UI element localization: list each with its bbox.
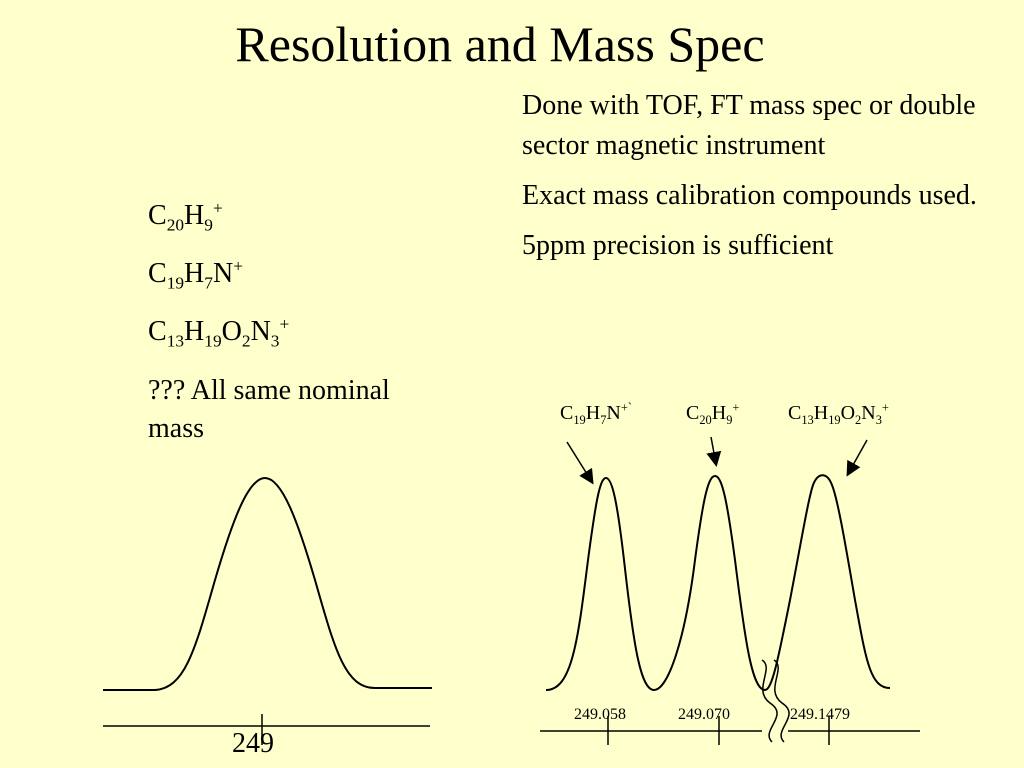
- formula-item: C19H7N+: [148, 256, 448, 292]
- arrow-peak-1: [566, 441, 594, 485]
- subscript: 20: [166, 215, 185, 235]
- formula-text: H: [585, 402, 601, 424]
- method-notes: Done with TOF, FT mass spec or double se…: [522, 86, 1002, 276]
- superscript: +: [212, 198, 223, 218]
- formula-text: O: [221, 316, 242, 347]
- peak-label: C19H7N+`: [560, 400, 632, 427]
- subscript: 9: [204, 215, 213, 235]
- formula-text: C: [148, 258, 167, 289]
- low-res-peak: [103, 476, 432, 691]
- mass-label: 249.058: [574, 706, 626, 723]
- superscript: +: [732, 400, 740, 415]
- formula-text: N: [861, 402, 876, 424]
- formula-text: N: [250, 316, 271, 347]
- subscript: 2: [241, 331, 251, 351]
- formula-text: C: [148, 200, 167, 231]
- subscript: 9: [726, 413, 733, 427]
- subscript: 7: [600, 413, 607, 427]
- arrow-peak-2: [706, 436, 722, 467]
- subscript: 3: [875, 413, 882, 427]
- subscript: 3: [270, 331, 280, 351]
- method-note-precision: 5ppm precision is sufficient: [522, 230, 834, 261]
- subscript: 19: [204, 331, 222, 351]
- subscript: 19: [573, 413, 586, 427]
- superscript: +: [279, 314, 290, 334]
- axis-break-mark: [761, 659, 790, 743]
- formula-text: C: [148, 316, 167, 347]
- subscript: 7: [204, 273, 213, 293]
- formula-text: N: [212, 258, 234, 289]
- formula-text: H: [711, 402, 727, 424]
- subscript: 20: [699, 413, 712, 427]
- page-title: Resolution and Mass Spec: [235, 16, 765, 72]
- superscript: +`: [620, 400, 632, 415]
- formula-text: O: [840, 402, 856, 424]
- subscript: 2: [855, 413, 862, 427]
- nominal-mass-note: ??? All same nominal mass: [148, 375, 390, 444]
- superscript: +: [881, 400, 889, 415]
- mass-label: 249.1479: [790, 706, 850, 723]
- mass-label: 249.070: [678, 706, 730, 723]
- formula-text: H: [184, 316, 205, 347]
- superscript: +: [233, 256, 243, 276]
- formula-item: C20H9+: [148, 198, 448, 234]
- formula-text: C: [560, 402, 574, 424]
- method-note-instruments: Done with TOF, FT mass spec or double se…: [522, 90, 976, 161]
- subscript: 13: [166, 331, 185, 351]
- nominal-mass-label: 249: [232, 728, 274, 759]
- formula-text: N: [606, 402, 621, 424]
- peak-label: C13H19O2N3+: [788, 400, 889, 427]
- method-note-calibration: Exact mass calibration compounds used.: [522, 180, 977, 211]
- formula-list: C20H9+ C19H7N+ C13H19O2N3+ ??? All same …: [148, 198, 448, 448]
- formula-text: C: [686, 402, 700, 424]
- subscript: 13: [801, 413, 814, 427]
- high-res-peaks: [545, 474, 891, 692]
- subscript: 19: [166, 273, 185, 293]
- formula-text: H: [184, 258, 205, 289]
- formula-item: C13H19O2N3+: [148, 314, 448, 350]
- subscript: 19: [828, 413, 841, 427]
- arrow-peak-3: [846, 439, 868, 477]
- peak-label: C20H9+: [686, 400, 740, 427]
- formula-text: H: [813, 402, 829, 424]
- formula-text: C: [788, 402, 802, 424]
- formula-text: H: [184, 200, 205, 231]
